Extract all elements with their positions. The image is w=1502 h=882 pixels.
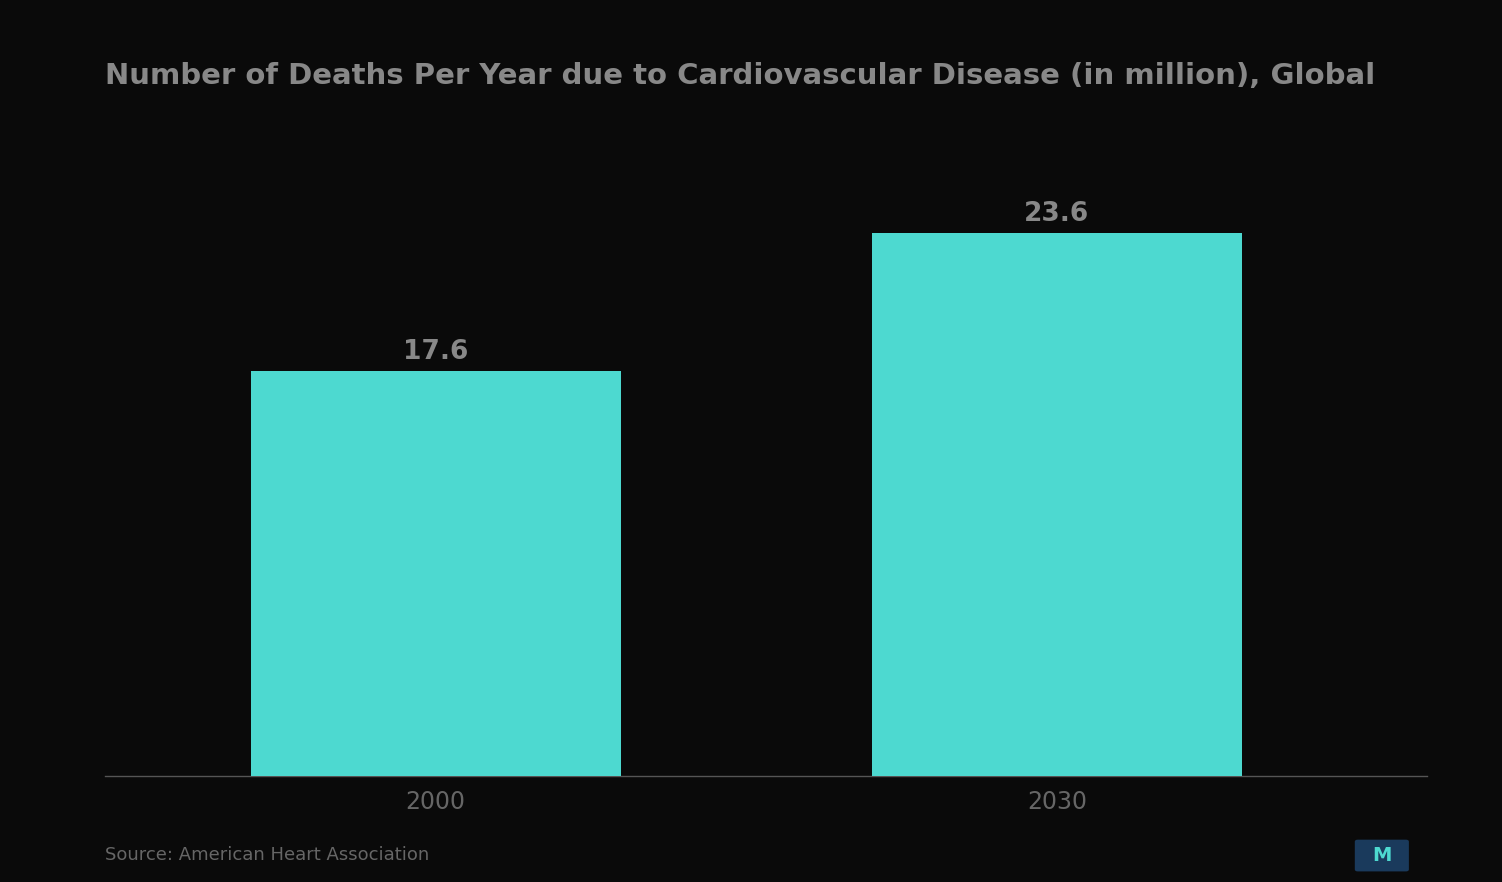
Text: 17.6: 17.6 bbox=[403, 339, 469, 364]
Text: Number of Deaths Per Year due to Cardiovascular Disease (in million), Global: Number of Deaths Per Year due to Cardiov… bbox=[105, 62, 1376, 90]
Bar bbox=[251, 371, 620, 776]
Text: Source: American Heart Association: Source: American Heart Association bbox=[105, 847, 430, 864]
FancyBboxPatch shape bbox=[1355, 840, 1409, 871]
Bar bbox=[871, 234, 1242, 776]
Text: 23.6: 23.6 bbox=[1024, 200, 1089, 227]
Text: M: M bbox=[1373, 846, 1391, 865]
